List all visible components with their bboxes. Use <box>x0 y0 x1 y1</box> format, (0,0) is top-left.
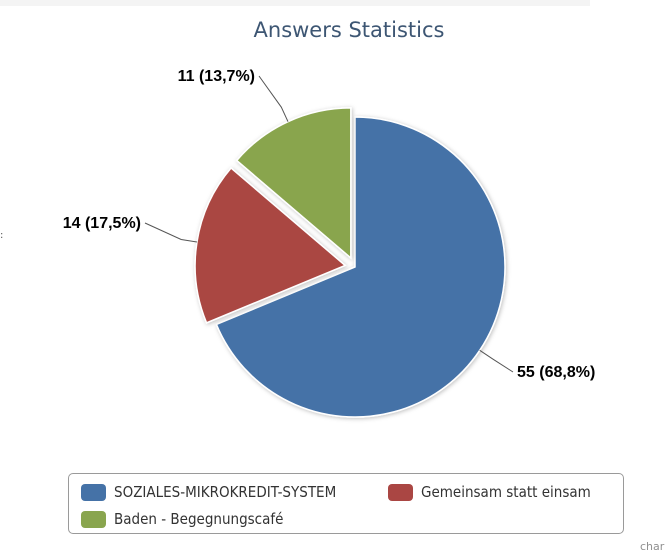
connector-gemeinsam-statt-einsam <box>144 222 198 243</box>
legend-item-baden[interactable]: Baden - Begegnungscafé <box>81 510 283 528</box>
pie-slice-soziales-mikrokredit-system[interactable] <box>215 116 506 418</box>
pie-slice-baden-begegnungscaf[interactable] <box>235 107 352 260</box>
legend-swatch-baden <box>81 510 106 528</box>
chart-title: Answers Statistics <box>253 18 445 42</box>
legend-item-gemeinsam[interactable]: Gemeinsam statt einsam <box>388 483 591 501</box>
data-label-soziales-mikrokredit-system: 55 (68,8%) <box>517 364 595 381</box>
connector-soziales-mikrokredit-system <box>479 349 514 373</box>
legend-swatch-gemeinsam <box>388 483 413 501</box>
legend-swatch-soziales <box>81 483 106 501</box>
data-label-baden-begegnungscaf: 11 (13,7%) <box>178 68 255 85</box>
top-bar <box>0 0 590 6</box>
chart-legend: SOZIALES-MIKROKREDIT-SYSTEM Gemeinsam st… <box>68 473 624 534</box>
legend-label-gemeinsam: Gemeinsam statt einsam <box>421 483 591 501</box>
data-label-gemeinsam-statt-einsam: 14 (17,5%) <box>63 215 141 232</box>
edge-mark: : <box>0 230 4 241</box>
chart-credits[interactable]: char <box>640 540 665 553</box>
pie-slice-gemeinsam-statt-einsam[interactable] <box>194 166 347 324</box>
legend-item-soziales[interactable]: SOZIALES-MIKROKREDIT-SYSTEM <box>81 483 336 501</box>
legend-label-soziales: SOZIALES-MIKROKREDIT-SYSTEM <box>114 483 337 501</box>
legend-label-baden: Baden - Begegnungscafé <box>114 510 284 528</box>
connector-baden-begegnungscaf <box>258 75 289 122</box>
